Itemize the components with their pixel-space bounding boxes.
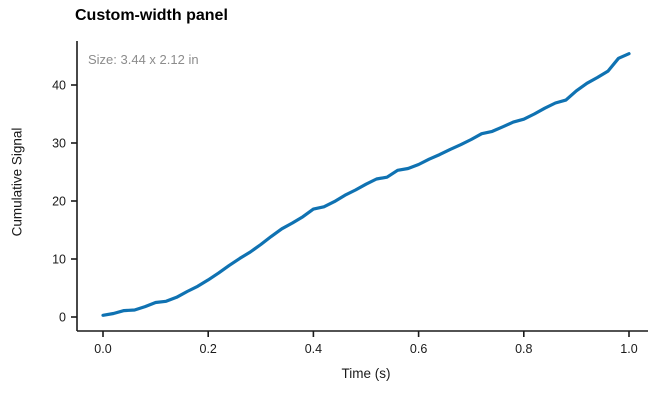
x-tick-label: 0.6: [410, 342, 427, 356]
x-axis-label: Time (s): [341, 366, 391, 381]
size-annotation: Size: 3.44 x 2.12 in: [88, 52, 199, 67]
chart-title: Custom-width panel: [75, 7, 228, 24]
x-tick-label: 0.4: [305, 342, 322, 356]
y-tick-label: 20: [52, 195, 66, 209]
y-tick-label: 30: [52, 137, 66, 151]
y-tick-label: 0: [59, 311, 66, 325]
signal-line: [101, 52, 631, 317]
x-tick-label: 1.0: [620, 342, 637, 356]
y-tick-label: 10: [52, 253, 66, 267]
x-tick-label: 0.2: [200, 342, 217, 356]
x-tick-label: 0.8: [515, 342, 532, 356]
x-tick-label: 0.0: [94, 342, 111, 356]
y-axis-label: Cumulative Signal: [9, 127, 25, 237]
y-tick-label: 40: [52, 79, 66, 93]
